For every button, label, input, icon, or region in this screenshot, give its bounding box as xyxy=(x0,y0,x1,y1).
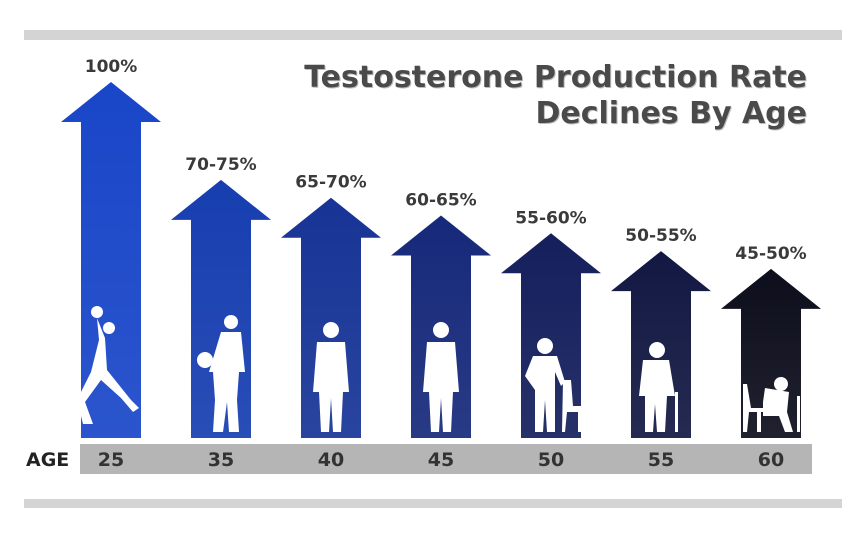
dunking-player-icon xyxy=(77,306,139,424)
seated-elderly-man-icon xyxy=(743,377,800,432)
data-label-50: 55-60% xyxy=(515,208,586,228)
arrow-bar-25 xyxy=(61,82,161,438)
data-label-40: 65-70% xyxy=(295,173,366,193)
age-axis-label: AGE xyxy=(26,449,69,471)
chart-title-line-1: Testosterone Production Rate xyxy=(304,60,807,95)
data-label-60: 45-50% xyxy=(735,244,806,264)
chart-title-line-2: Declines By Age xyxy=(535,96,807,131)
age-tick-35: 35 xyxy=(208,449,234,471)
basketball-player-icon xyxy=(197,315,245,432)
data-label-25: 100% xyxy=(85,57,138,77)
age-tick-40: 40 xyxy=(318,449,344,471)
age-tick-60: 60 xyxy=(758,449,784,471)
data-label-55: 50-55% xyxy=(625,226,696,246)
arrow-bar-40 xyxy=(281,197,381,438)
man-with-cane-icon xyxy=(639,342,678,432)
age-tick-50: 50 xyxy=(538,449,564,471)
arrow-bar-35 xyxy=(171,179,271,438)
bottom-frame-bar xyxy=(24,499,842,508)
data-label-45: 60-65% xyxy=(405,191,476,211)
standing-man-icon xyxy=(313,322,349,432)
standing-man-icon xyxy=(423,322,459,432)
chart-title: Testosterone Production Rate Declines By… xyxy=(287,60,807,132)
age-tick-45: 45 xyxy=(428,449,454,471)
age-tick-25: 25 xyxy=(98,449,124,471)
data-label-35: 70-75% xyxy=(185,155,256,175)
man-leaning-on-chair-icon xyxy=(525,338,581,432)
age-tick-55: 55 xyxy=(648,449,674,471)
age-axis-bar xyxy=(80,444,812,474)
arrow-bar-50 xyxy=(501,233,601,438)
top-frame-bar xyxy=(24,30,842,40)
